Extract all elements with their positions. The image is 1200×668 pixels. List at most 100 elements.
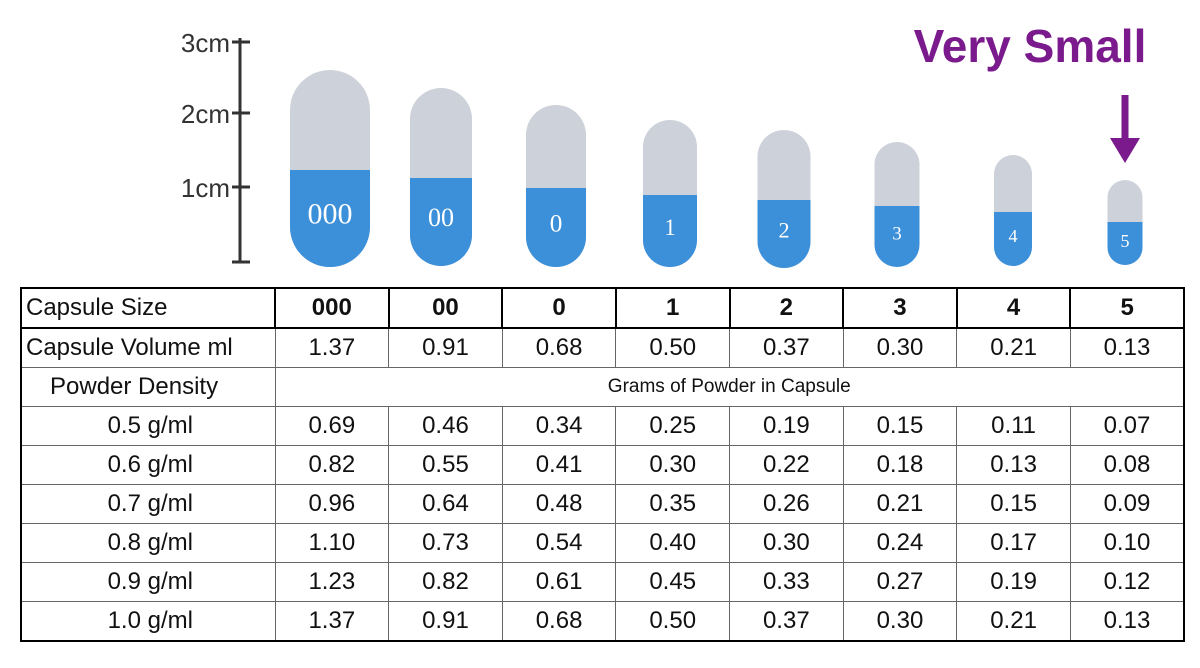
row-header: Powder Density: [20, 367, 276, 407]
table-cell: 0.09: [1069, 484, 1185, 524]
table-cell: 0.35: [615, 484, 730, 524]
row-header: Capsule Volume ml: [20, 327, 276, 368]
capsule-illustration: 3cm 2cm 1cm Very Small 000 00 0 1 2 3 4 5: [181, 20, 1147, 268]
table-row: 0.8 g/ml 1.10 0.73 0.54 0.40 0.30 0.24 0.17 0.10: [20, 523, 1185, 563]
capsule-label: 0: [550, 211, 563, 238]
table-cell: 0.10: [1069, 523, 1185, 563]
capsule-label: 4: [1009, 226, 1018, 246]
table-cell: 0.08: [1069, 445, 1185, 485]
capsule: 0: [526, 105, 586, 267]
capsule-body: [994, 212, 1032, 266]
capsule-body: [410, 178, 472, 266]
table-cell: 0.21: [956, 601, 1071, 642]
table-row: Capsule Volume ml 1.37 0.91 0.68 0.50 0.37 0.3…: [20, 327, 1185, 368]
table-cell: 0.37: [729, 327, 844, 368]
row-header: 0.5 g/ml: [20, 406, 276, 446]
capsule-label: 000: [308, 197, 353, 230]
table-cell: 0.55: [388, 445, 503, 485]
row-header: Capsule Size: [20, 287, 276, 329]
table-cell: 0.48: [501, 484, 617, 524]
table-cell: 0.27: [842, 562, 958, 602]
table-cell: 0.30: [615, 445, 730, 485]
table-row: Capsule Size 000 00 0 1 2 3 4 5: [20, 287, 1185, 329]
capsule: 1: [643, 120, 697, 267]
annotation: Very Small: [914, 20, 1147, 72]
table-cell: 0.61: [501, 562, 617, 602]
table-cell: 0.91: [388, 327, 503, 368]
table-cell: 0.91: [388, 601, 503, 642]
table-cell: 1: [614, 287, 731, 329]
ruler: [232, 38, 250, 264]
ruler-label: 3cm: [181, 28, 230, 58]
table-cell: 0.34: [501, 406, 617, 446]
table-row: 0.9 g/ml 1.23 0.82 0.61 0.45 0.33 0.27 0.19 0.12: [20, 562, 1185, 602]
table-cell: 0.30: [729, 523, 844, 563]
capsule-body: [1107, 222, 1143, 265]
row-header: 1.0 g/ml: [20, 601, 276, 642]
table-cell: 0.15: [956, 484, 1071, 524]
table-cell: 0.46: [388, 406, 503, 446]
table-cell: 0.30: [842, 601, 958, 642]
table-cell: 0.21: [842, 484, 958, 524]
capsule-label: 5: [1121, 231, 1130, 251]
table-cell: 0.19: [956, 562, 1071, 602]
capsule-label: 3: [892, 224, 901, 245]
table-cell: Grams of Powder in Capsule: [274, 367, 1185, 407]
table-cell: 000: [274, 287, 390, 329]
table-cell: 0.12: [1069, 562, 1185, 602]
table-cell: 0.37: [729, 601, 844, 642]
capsule: 3: [874, 142, 920, 267]
table-cell: 0.15: [842, 406, 958, 446]
table-cell: 0.19: [729, 406, 844, 446]
table-row: 1.0 g/ml 1.37 0.91 0.68 0.50 0.37 0.30 0.21 0.13: [20, 601, 1185, 642]
table-cell: 0.68: [501, 601, 617, 642]
table-cell: 2: [728, 287, 845, 329]
arrow: [1110, 95, 1140, 163]
table-cell: 0.25: [615, 406, 730, 446]
table-cell: 0.22: [729, 445, 844, 485]
capsule-label: 00: [428, 203, 454, 232]
ruler-label: 1cm: [181, 173, 230, 203]
table-cell: 5: [1069, 287, 1185, 329]
capsule: 5: [1107, 180, 1143, 265]
table-cell: 0.45: [615, 562, 730, 602]
table-cell: 0.41: [501, 445, 617, 485]
table-cell: 0.68: [501, 327, 617, 368]
capsule-body: [874, 206, 920, 267]
table-cell: 0.13: [956, 445, 1071, 485]
table-cell: 1.10: [274, 523, 390, 563]
capsule-body: [643, 195, 697, 267]
capsule-label: 1: [664, 215, 675, 240]
table-cell: 0.13: [1069, 327, 1185, 368]
table-cell: 0.96: [274, 484, 390, 524]
table-cell: 0.17: [956, 523, 1071, 563]
table-cell: 0.30: [842, 327, 958, 368]
table-cell: 3: [842, 287, 958, 329]
ruler-label: 2cm: [181, 99, 230, 129]
table-cell: 0.21: [956, 327, 1071, 368]
table-cell: 1.37: [274, 327, 390, 368]
capsule-body: [290, 170, 370, 267]
table-cell: 0.69: [274, 406, 390, 446]
table-cell: 0.50: [615, 327, 730, 368]
row-header: 0.6 g/ml: [20, 445, 276, 485]
table-cell: 4: [955, 287, 1072, 329]
table-cell: 0.13: [1069, 601, 1185, 642]
table-cell: 0.33: [729, 562, 844, 602]
capsule-table: Capsule Size 000 00 0 1 2 3 4 5 Capsule Volume ml…: [20, 287, 1185, 642]
capsule-label: 2: [778, 218, 789, 243]
table-cell: 0.82: [388, 562, 503, 602]
table-cell: 0.73: [388, 523, 503, 563]
table-cell: 0.24: [842, 523, 958, 563]
table-cell: 0.07: [1069, 406, 1185, 446]
table-row: 0.6 g/ml 0.82 0.55 0.41 0.30 0.22 0.18 0.13 0.08: [20, 445, 1185, 485]
table-cell: 0.82: [274, 445, 390, 485]
capsule: 2: [757, 130, 811, 268]
table-cell: 0.40: [615, 523, 730, 563]
capsule-body: [526, 188, 586, 267]
capsule: 000: [290, 70, 370, 267]
capsule: 00: [410, 88, 472, 266]
table-cell: 0.18: [842, 445, 958, 485]
table-cell: 1.23: [274, 562, 390, 602]
